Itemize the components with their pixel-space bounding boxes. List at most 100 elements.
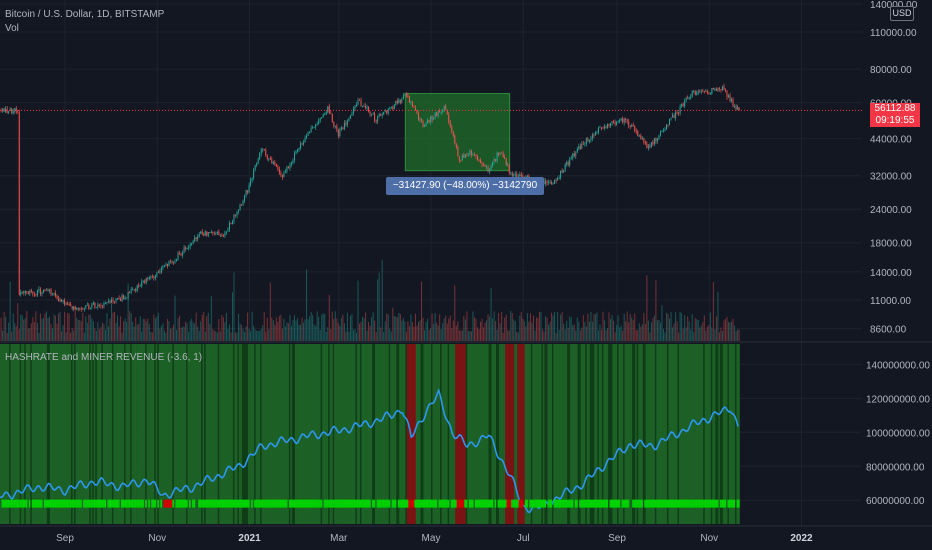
volume-bar xyxy=(715,316,717,341)
indicator-band xyxy=(689,344,692,524)
candle-body xyxy=(644,141,646,144)
indicator-band xyxy=(391,344,394,524)
volume-bar xyxy=(623,313,625,341)
volume-bar xyxy=(694,318,696,341)
volume-bar xyxy=(492,318,494,341)
signal-marker xyxy=(617,499,619,508)
indicator-band xyxy=(68,344,70,524)
indicator-band xyxy=(107,344,110,524)
signal-marker xyxy=(266,499,268,508)
signal-marker xyxy=(125,499,128,508)
volume-bar xyxy=(235,332,237,341)
indicator-band xyxy=(60,344,63,524)
indicator-band xyxy=(264,344,267,524)
signal-marker xyxy=(220,499,223,508)
signal-marker xyxy=(626,499,628,508)
candle-body xyxy=(715,88,717,91)
signal-marker xyxy=(303,499,306,508)
candle-body xyxy=(98,304,100,306)
candle-body xyxy=(732,99,734,107)
volume-bar xyxy=(457,321,459,341)
indicator-band xyxy=(474,344,477,524)
candle-body xyxy=(268,158,270,160)
indicator-band xyxy=(443,344,445,524)
indicator-band xyxy=(418,344,421,524)
signal-marker xyxy=(591,499,594,508)
indicator-band xyxy=(551,344,554,524)
indicator-band xyxy=(692,344,695,524)
indicator-band xyxy=(476,344,479,524)
volume-bar xyxy=(44,313,46,341)
candle-body xyxy=(495,158,497,162)
signal-marker xyxy=(508,499,510,508)
candle-body xyxy=(672,115,674,118)
volume-bar xyxy=(262,325,264,341)
indicator-axis[interactable]: 60000000.0080000000.00100000000.00120000… xyxy=(866,360,930,507)
candle-body xyxy=(436,112,438,117)
candle-body xyxy=(177,253,179,260)
volume-bar xyxy=(734,325,736,341)
candle-body xyxy=(271,158,273,164)
volume-bar xyxy=(228,324,230,341)
volume-bar xyxy=(393,315,395,341)
candle-body xyxy=(738,107,740,111)
indicator-band xyxy=(565,344,568,524)
candle-body xyxy=(186,247,188,249)
candle-body xyxy=(142,280,144,282)
candle-body xyxy=(493,158,495,162)
volume-bar xyxy=(399,314,401,341)
candle-body xyxy=(619,120,621,122)
volume-bar xyxy=(209,323,211,341)
candle-body xyxy=(110,299,113,303)
currency-badge[interactable]: USD xyxy=(890,6,914,21)
candle-body xyxy=(287,166,289,169)
signal-marker xyxy=(255,499,258,508)
indicator-band xyxy=(438,344,441,524)
volume-bar xyxy=(584,322,586,341)
candle-body xyxy=(407,95,409,97)
signal-marker xyxy=(33,499,35,508)
indicator-band xyxy=(579,344,582,524)
candle-body xyxy=(419,119,421,121)
indicator-band xyxy=(555,344,557,524)
volume-bar xyxy=(428,329,430,341)
indicator-band xyxy=(326,344,329,524)
candle-body xyxy=(446,109,448,115)
signal-marker xyxy=(489,499,492,508)
signal-marker xyxy=(465,499,468,508)
indicator-band xyxy=(39,344,42,524)
candle-body xyxy=(470,150,472,155)
volume-bar xyxy=(666,312,668,341)
volume-bar xyxy=(94,328,96,341)
volume-bar xyxy=(436,322,438,341)
indicator-band xyxy=(592,344,595,524)
indicator-band xyxy=(178,344,181,524)
indicator-band xyxy=(261,344,264,524)
volume-bar xyxy=(714,329,716,341)
indicator-band xyxy=(13,344,16,524)
time-axis[interactable]: Sep Nov 2021 Mar May Jul Sep Nov 2022 xyxy=(56,533,813,544)
volume-bar xyxy=(21,315,23,341)
signal-marker xyxy=(524,499,527,508)
candle-body xyxy=(414,107,416,110)
indicator-band xyxy=(161,344,164,524)
signal-marker xyxy=(208,499,211,508)
signal-marker xyxy=(55,499,58,508)
volume-bar xyxy=(260,328,262,341)
signal-marker xyxy=(317,499,320,508)
signal-marker xyxy=(72,499,75,508)
candle-body xyxy=(198,233,200,237)
indicator-band xyxy=(473,344,476,524)
volume-bar xyxy=(198,330,200,341)
signal-marker xyxy=(387,499,389,508)
indicator-band xyxy=(406,344,409,524)
indicator-band xyxy=(370,344,373,524)
candle-body xyxy=(377,115,379,122)
price-range-measure-box[interactable] xyxy=(404,93,511,172)
signal-marker xyxy=(532,499,535,508)
volume-bar xyxy=(566,320,568,341)
indicator-band xyxy=(358,344,361,524)
volume-bar xyxy=(200,321,202,341)
volume-bar xyxy=(414,313,416,341)
